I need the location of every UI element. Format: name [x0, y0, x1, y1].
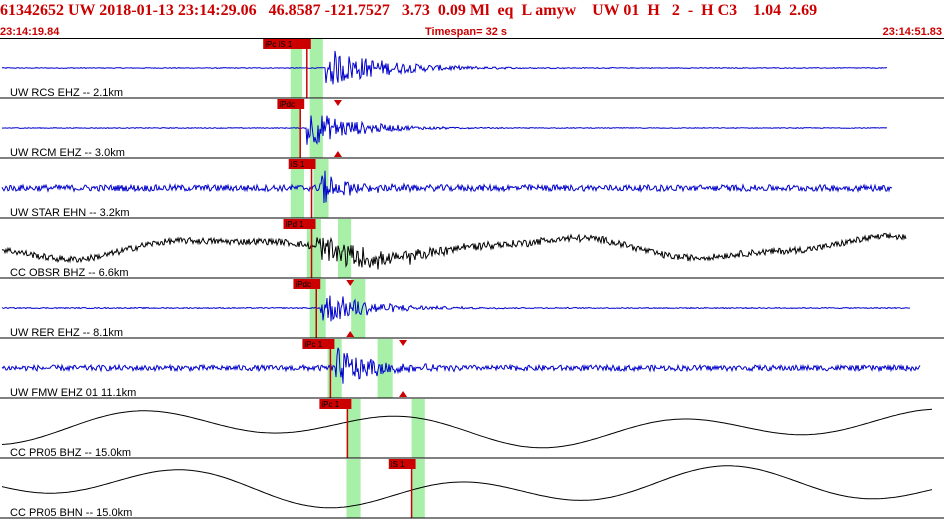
phase-pick-label[interactable]: iPc iS 1	[265, 40, 293, 49]
arrival-marker-top	[346, 280, 355, 286]
phase-pick-label-bg	[388, 459, 416, 469]
phase-pick-label[interactable]: iS 1	[291, 160, 305, 169]
seismogram-panel[interactable]: iPc iS 1 UW RCS EHZ -- 2.1km iPdc UW RCM EH…	[0, 38, 944, 520]
phase-pick-label[interactable]: iPdc	[295, 280, 311, 289]
station-label: UW FMW EHZ 01 11.1km	[10, 387, 136, 399]
arrival-marker-top	[399, 340, 408, 346]
waveform-trace[interactable]	[1, 408, 933, 449]
analysis-window	[306, 219, 321, 278]
phase-pick-label-bg	[302, 339, 335, 349]
arrival-marker-bottom	[346, 331, 355, 337]
arrival-marker-bottom	[333, 151, 342, 157]
station-label: UW STAR EHN -- 3.2km	[10, 207, 130, 219]
phase-pick-label[interactable]: iS 1	[391, 460, 405, 469]
phase-pick-label-bg	[263, 39, 311, 49]
waveform-trace[interactable]	[1, 170, 893, 204]
station-label: CC OBSR BHZ -- 6.6km	[10, 267, 129, 279]
phase-pick-label-bg	[293, 279, 321, 289]
phase-pick-label[interactable]: iPc 1	[321, 400, 339, 409]
phase-pick-label[interactable]: iPd 1	[286, 220, 305, 229]
phase-pick-label-bg	[319, 399, 352, 409]
station-label: UW RCM EHZ -- 3.0km	[10, 147, 125, 159]
analysis-window	[309, 99, 323, 158]
waveform-trace[interactable]	[1, 50, 888, 85]
station-label: CC PR05 BHN -- 15.0km	[10, 507, 132, 519]
waveform-trace[interactable]	[1, 231, 907, 270]
waveform-trace[interactable]	[1, 115, 887, 145]
analysis-window	[411, 399, 425, 458]
waveform-trace[interactable]	[1, 465, 933, 509]
end-time-label: 23:14:51.83	[882, 26, 942, 38]
event-summary-line: 61342652 UW 2018-01-13 23:14:29.06 46.85…	[0, 2, 818, 19]
phase-pick-label-bg	[277, 99, 305, 109]
phase-pick-label-bg	[288, 159, 316, 169]
waveform-trace[interactable]	[1, 295, 910, 322]
station-label: UW RER EHZ -- 8.1km	[10, 327, 123, 339]
phase-pick-label-bg	[283, 219, 316, 229]
station-label: CC PR05 BHZ -- 15.0km	[10, 447, 131, 459]
header-bar: 61342652 UW 2018-01-13 23:14:29.06 46.85…	[0, 0, 944, 22]
start-time-label: 23:14:19.84	[0, 26, 60, 38]
phase-pick-label[interactable]: iPdc	[279, 100, 295, 109]
timespan-label: Timespan= 32 s	[425, 26, 508, 38]
analysis-window	[290, 39, 303, 98]
analysis-window	[346, 459, 361, 518]
waveform-trace[interactable]	[1, 347, 921, 384]
station-label: UW RCS EHZ -- 2.1km	[10, 87, 123, 99]
arrival-marker-bottom	[399, 391, 408, 397]
phase-pick-label[interactable]: iPc 1	[304, 340, 322, 349]
analysis-window	[346, 399, 361, 458]
arrival-marker-top	[333, 100, 342, 106]
